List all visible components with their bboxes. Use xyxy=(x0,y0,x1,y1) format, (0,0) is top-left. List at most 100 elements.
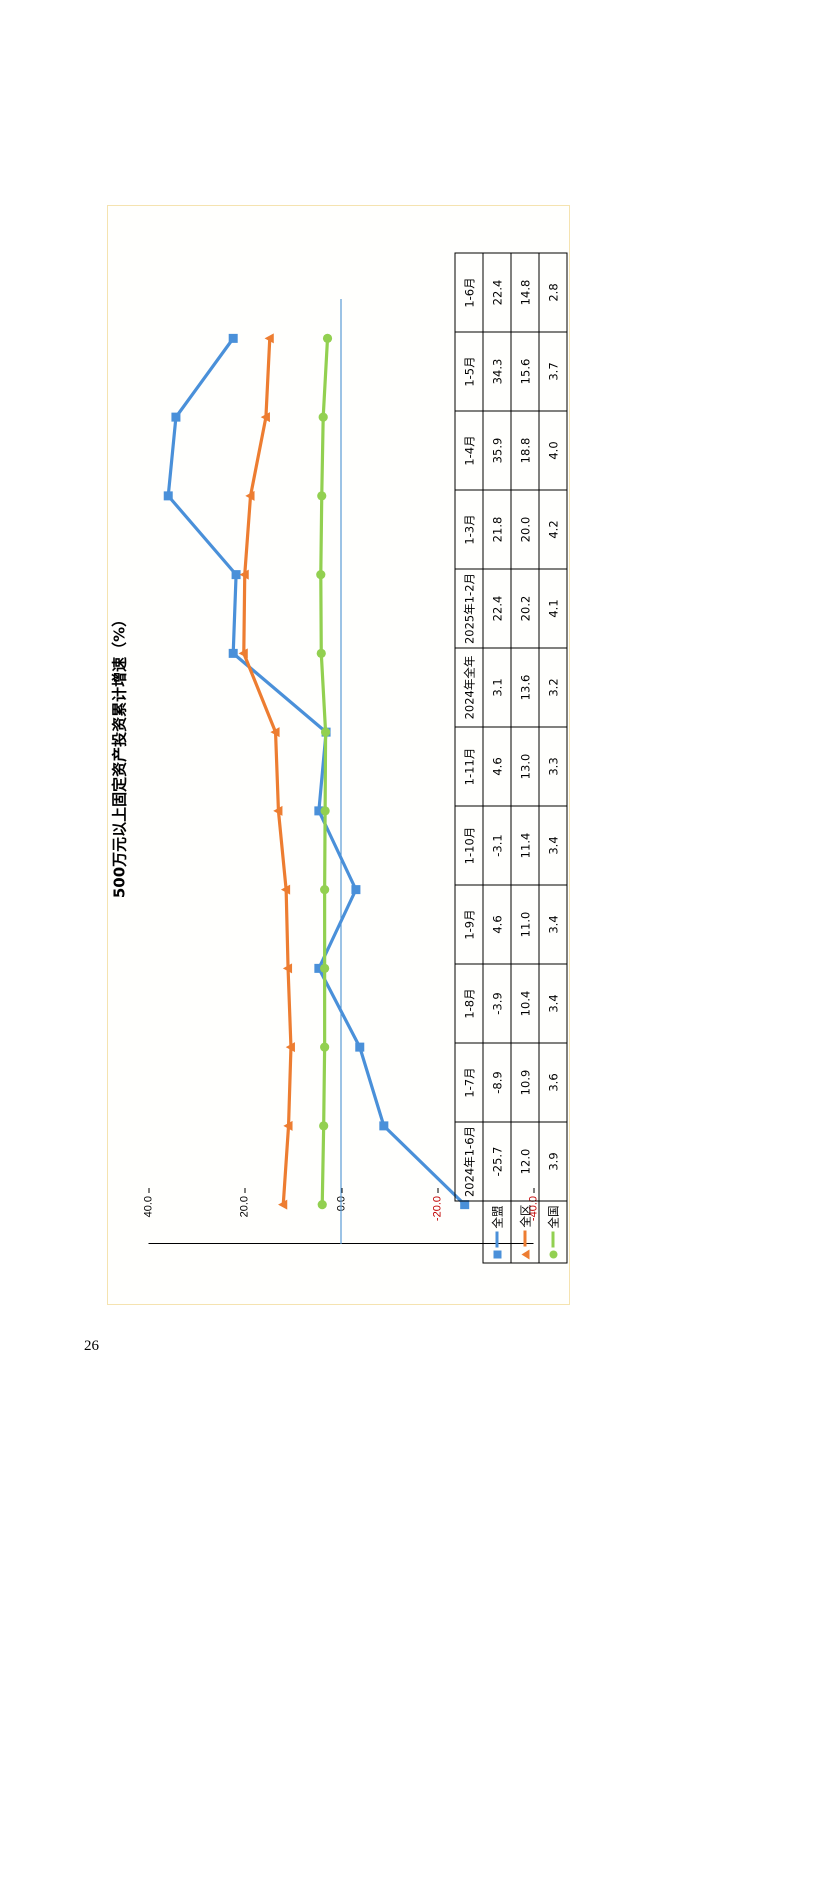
table-cell: 13.0 xyxy=(511,726,539,806)
table-cell: 4.6 xyxy=(483,726,511,806)
table-cell: -8.9 xyxy=(483,1042,511,1122)
table-cell: 15.6 xyxy=(511,331,539,411)
column-header: 1-4月 xyxy=(455,410,483,490)
table-cell: 10.4 xyxy=(511,963,539,1043)
legend-label: 全盟 xyxy=(490,1205,504,1228)
data-point-marker xyxy=(317,1200,327,1210)
data-point-marker xyxy=(285,1042,295,1053)
data-point-marker xyxy=(316,491,326,501)
table-cell: 3.6 xyxy=(539,1042,567,1122)
data-point-marker xyxy=(318,1121,328,1131)
data-point-marker xyxy=(260,412,270,423)
data-point-marker xyxy=(459,1200,469,1210)
series-line xyxy=(318,338,329,1205)
plot-area: 40.020.00.0-20.0-40.0 xyxy=(142,299,539,1244)
series-lines xyxy=(163,299,469,1244)
table-cell: -3.9 xyxy=(483,963,511,1043)
table-cell: 3.7 xyxy=(539,331,567,411)
series-全国 xyxy=(315,333,332,1210)
column-header: 1-3月 xyxy=(455,489,483,569)
column-header: 1-7月 xyxy=(455,1042,483,1122)
table-cell: 4.6 xyxy=(483,884,511,964)
table-cell: 4.2 xyxy=(539,489,567,569)
data-point-marker xyxy=(228,333,238,343)
data-point-marker xyxy=(272,805,282,816)
legend-item-全区[interactable]: 全区 xyxy=(511,1200,539,1263)
data-point-marker xyxy=(244,490,255,501)
data-point-marker xyxy=(318,412,328,422)
data-point-marker xyxy=(163,491,173,501)
table-cell: 4.1 xyxy=(539,568,567,648)
chart-panel: 500万元以上固定资产投资累计增速（%） 40.020.00.0-20.0-40… xyxy=(107,205,570,1305)
table-cell: 3.4 xyxy=(539,805,567,885)
data-point-marker xyxy=(282,963,292,974)
table-cell: 3.1 xyxy=(483,647,511,727)
circle-marker xyxy=(549,1250,557,1258)
data-point-marker xyxy=(319,1042,329,1052)
table-cell: 4.0 xyxy=(539,410,567,490)
chart-title: 500万元以上固定资产投资累计增速（%） xyxy=(110,611,128,899)
data-point-marker xyxy=(238,648,248,659)
data-table: 2024年1-6月 1-7月 1-8月 1-9月 1-10月 1-11月 2024年全年 20… xyxy=(455,252,568,1263)
data-table-rotated: 2024年1-6月 1-7月 1-8月 1-9月 1-10月 1-11月 2024年全年 20… xyxy=(455,252,568,1263)
table-cell: 3.2 xyxy=(539,647,567,727)
table-cell: 10.9 xyxy=(511,1042,539,1122)
data-point-marker xyxy=(264,333,274,344)
chart-rotated-stage: 500万元以上固定资产投资累计增速（%） 40.020.00.0-20.0-40… xyxy=(108,206,569,1304)
column-header: 2024年1-6月 xyxy=(455,1121,483,1201)
data-point-marker xyxy=(282,1120,293,1131)
data-point-marker xyxy=(313,963,323,973)
data-point-marker xyxy=(269,727,280,738)
table-cell: 21.8 xyxy=(483,489,511,569)
column-header: 1-9月 xyxy=(455,884,483,964)
square-marker xyxy=(493,1250,501,1258)
column-header: 2024年全年 xyxy=(455,647,483,727)
data-point-marker xyxy=(280,884,290,895)
table-header-row: 2024年1-6月 1-7月 1-8月 1-9月 1-10月 1-11月 2024年全年 20… xyxy=(455,252,483,1263)
series-全盟 xyxy=(163,333,469,1210)
data-point-marker xyxy=(320,806,330,816)
data-point-marker xyxy=(231,570,241,580)
table-cell: 13.6 xyxy=(511,647,539,727)
series-line xyxy=(241,338,293,1205)
table-row: 全国 3.9 3.6 3.4 3.4 3.4 3.3 3.2 4.1 4.2 4.0 3.7 2.8 xyxy=(539,252,567,1263)
table-cell: 35.9 xyxy=(483,410,511,490)
data-point-marker xyxy=(350,885,360,895)
data-point-marker xyxy=(320,727,330,737)
table-cell: 22.4 xyxy=(483,568,511,648)
table-cell: 3.9 xyxy=(539,1121,567,1201)
table-cell: 14.8 xyxy=(511,252,539,332)
series-全区 xyxy=(238,333,295,1210)
triangle-marker xyxy=(521,1249,529,1259)
data-point-marker xyxy=(170,412,180,422)
page-number: 26 xyxy=(84,1338,99,1354)
circle-marker xyxy=(551,1231,555,1247)
legend-item-全盟[interactable]: 全盟 xyxy=(483,1200,511,1263)
series-line xyxy=(166,337,466,1206)
data-point-marker xyxy=(316,648,326,658)
legend-label: 全国 xyxy=(546,1205,560,1228)
table-cell: 3.4 xyxy=(539,884,567,964)
column-header: 1-6月 xyxy=(455,252,483,332)
table-cell: 12.0 xyxy=(511,1121,539,1201)
table-cell: 22.4 xyxy=(483,252,511,332)
table-cell: 3.3 xyxy=(539,726,567,806)
table-cell: 2.8 xyxy=(539,252,567,332)
table-cell: 11.0 xyxy=(511,884,539,964)
column-header: 1-11月 xyxy=(455,726,483,806)
data-point-marker xyxy=(313,806,323,816)
table-cell: -3.1 xyxy=(483,805,511,885)
data-point-marker xyxy=(354,1042,364,1052)
column-header: 1-8月 xyxy=(455,963,483,1043)
table-cell: -25.7 xyxy=(483,1121,511,1201)
table-row: 全盟 -25.7 -8.9 -3.9 4.6 -3.1 4.6 3.1 22.4 21.8 35.9… xyxy=(483,252,511,1263)
data-point-marker xyxy=(322,333,332,343)
data-point-marker xyxy=(315,570,325,580)
legend-item-全国[interactable]: 全国 xyxy=(539,1200,567,1263)
column-header: 1-5月 xyxy=(455,331,483,411)
data-point-marker xyxy=(239,569,249,580)
table-cell: 20.2 xyxy=(511,568,539,648)
data-table-container: 2024年1-6月 1-7月 1-8月 1-9月 1-10月 1-11月 2024年全年 20… xyxy=(452,205,570,1310)
data-point-marker xyxy=(319,963,329,973)
